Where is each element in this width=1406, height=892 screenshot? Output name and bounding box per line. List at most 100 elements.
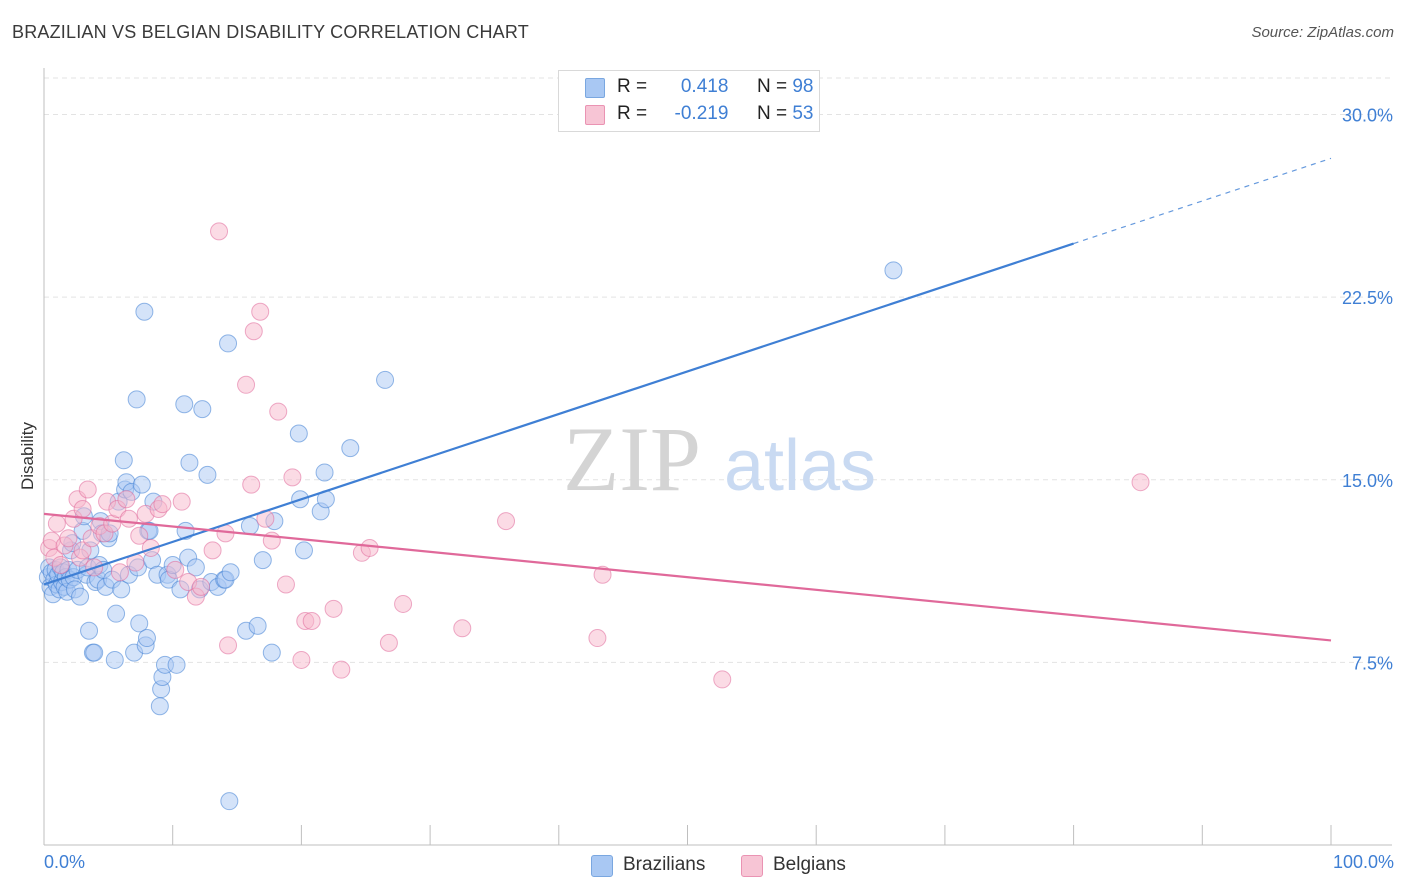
data-point bbox=[186, 558, 205, 577]
data-point bbox=[132, 475, 151, 494]
data-point bbox=[884, 261, 903, 280]
data-point bbox=[302, 611, 321, 630]
data-point bbox=[289, 424, 308, 443]
data-point bbox=[127, 390, 146, 409]
data-point bbox=[220, 792, 239, 811]
watermark: ZIP atlas bbox=[563, 408, 876, 510]
data-point bbox=[248, 616, 267, 635]
data-point bbox=[198, 465, 217, 484]
data-point bbox=[193, 400, 212, 419]
data-point bbox=[269, 402, 288, 421]
chart-title: BRAZILIAN VS BELGIAN DISABILITY CORRELAT… bbox=[12, 22, 529, 42]
data-point bbox=[253, 551, 272, 570]
y-axis-label: Disability bbox=[18, 421, 37, 491]
data-point bbox=[453, 619, 472, 638]
data-point bbox=[588, 629, 607, 648]
data-point bbox=[394, 594, 413, 613]
data-point bbox=[219, 334, 238, 353]
data-point bbox=[242, 475, 261, 494]
legend-n-label: N = bbox=[756, 76, 788, 97]
legend-swatch-brazilians bbox=[585, 78, 605, 98]
data-point bbox=[73, 541, 92, 560]
legend-series: Brazilians Belgians bbox=[0, 852, 1406, 878]
watermark-zip: ZIP bbox=[563, 408, 701, 510]
data-point bbox=[78, 480, 97, 499]
data-point bbox=[315, 463, 334, 482]
data-point bbox=[376, 370, 395, 389]
data-point bbox=[180, 453, 199, 472]
legend-swatch-belgians bbox=[741, 855, 763, 877]
data-point bbox=[203, 541, 222, 560]
y-tick-label: 30.0% bbox=[1342, 106, 1393, 126]
data-point bbox=[192, 577, 211, 596]
data-point bbox=[119, 509, 138, 528]
data-point bbox=[175, 395, 194, 414]
y-tick-label: 7.5% bbox=[1352, 653, 1393, 673]
data-point bbox=[294, 541, 313, 560]
legend-label-brazilians: Brazilians bbox=[623, 854, 706, 875]
legend-swatch-belgians bbox=[585, 105, 605, 125]
data-point bbox=[244, 322, 263, 341]
data-point bbox=[324, 599, 343, 618]
data-point bbox=[332, 660, 351, 679]
data-point bbox=[130, 614, 149, 633]
data-point bbox=[360, 538, 379, 557]
data-point bbox=[221, 563, 240, 582]
data-point bbox=[150, 697, 169, 716]
data-point bbox=[153, 495, 172, 514]
data-point bbox=[1131, 473, 1150, 492]
data-point bbox=[114, 451, 133, 470]
trend-line-brazilians bbox=[43, 242, 1074, 586]
data-point bbox=[240, 517, 259, 536]
data-point bbox=[167, 655, 186, 674]
y-tick-label: 15.0% bbox=[1342, 471, 1393, 491]
legend-n-value: 53 bbox=[792, 103, 814, 124]
grid-lines bbox=[44, 77, 1392, 663]
data-point bbox=[166, 560, 185, 579]
data-point bbox=[59, 529, 78, 548]
data-point bbox=[276, 575, 295, 594]
x-tick-max: 100.0% bbox=[1332, 852, 1394, 872]
data-point bbox=[51, 555, 70, 574]
data-points bbox=[38, 222, 1150, 811]
data-point bbox=[105, 650, 124, 669]
data-point bbox=[237, 375, 256, 394]
data-point bbox=[379, 633, 398, 652]
data-point bbox=[47, 514, 66, 533]
trend-extension-brazilians bbox=[1073, 157, 1332, 245]
data-point bbox=[110, 563, 129, 582]
data-point bbox=[135, 302, 154, 321]
legend-swatch-brazilians bbox=[591, 855, 613, 877]
legend-r-label: R = bbox=[617, 76, 648, 97]
data-point bbox=[262, 643, 281, 662]
axes bbox=[43, 68, 1392, 846]
data-point bbox=[117, 490, 136, 509]
data-point bbox=[283, 468, 302, 487]
data-point bbox=[219, 636, 238, 655]
trend-lines bbox=[43, 157, 1332, 642]
data-point bbox=[172, 492, 191, 511]
data-point bbox=[71, 587, 90, 606]
data-point bbox=[73, 499, 92, 518]
data-point bbox=[130, 526, 149, 545]
data-point bbox=[341, 439, 360, 458]
series-belgians bbox=[40, 222, 1150, 689]
y-tick-label: 22.5% bbox=[1342, 288, 1393, 308]
data-point bbox=[137, 629, 156, 648]
data-point bbox=[593, 565, 612, 584]
legend-r-value: -0.219 bbox=[674, 103, 729, 124]
data-point bbox=[497, 512, 516, 531]
legend-r-value: 0.418 bbox=[680, 76, 729, 97]
watermark-atlas: atlas bbox=[724, 426, 876, 506]
data-point bbox=[713, 670, 732, 689]
legend-n-value: 98 bbox=[792, 76, 814, 97]
data-point bbox=[107, 604, 126, 623]
chart-source: Source: ZipAtlas.com bbox=[1251, 24, 1394, 41]
data-point bbox=[292, 650, 311, 669]
x-tick-min: 0.0% bbox=[44, 852, 86, 872]
data-point bbox=[251, 302, 270, 321]
data-point bbox=[85, 643, 104, 662]
legend-label-belgians: Belgians bbox=[773, 854, 846, 875]
legend-n-label: N = bbox=[756, 103, 788, 124]
